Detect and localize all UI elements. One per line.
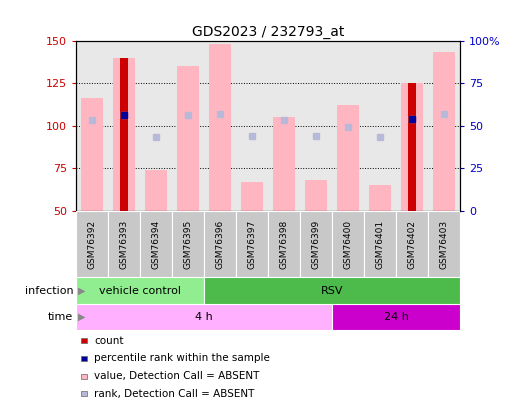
Bar [305,180,327,211]
Bar [76,211,108,277]
Bar [364,211,396,277]
Text: GSM76394: GSM76394 [152,220,161,269]
Text: RSV: RSV [321,286,344,296]
Bar [300,211,332,277]
Bar [401,83,424,211]
Bar [332,304,460,330]
Bar [204,211,236,277]
Bar [396,211,428,277]
Bar [145,170,167,211]
Bar [369,185,391,211]
Bar [112,58,135,211]
Text: vehicle control: vehicle control [99,286,181,296]
Text: GSM76396: GSM76396 [215,220,224,269]
Text: ▶: ▶ [78,312,86,322]
Text: rank, Detection Call = ABSENT: rank, Detection Call = ABSENT [94,389,255,399]
Bar [177,66,199,211]
Text: percentile rank within the sample: percentile rank within the sample [94,354,270,363]
Bar [108,211,140,277]
Bar [236,211,268,277]
Bar [337,105,359,211]
Text: GSM76398: GSM76398 [280,220,289,269]
Text: value, Detection Call = ABSENT: value, Detection Call = ABSENT [94,371,259,381]
Bar [140,211,172,277]
Bar [172,211,204,277]
Bar [273,117,295,211]
Text: ▶: ▶ [78,286,86,296]
Bar [268,211,300,277]
Text: GSM76392: GSM76392 [87,220,96,269]
Text: GSM76402: GSM76402 [408,220,417,269]
Bar [428,211,460,277]
Text: count: count [94,336,123,346]
Bar [209,44,231,211]
Text: GSM76399: GSM76399 [312,220,321,269]
Text: GSM76403: GSM76403 [440,220,449,269]
Text: 24 h: 24 h [384,312,408,322]
Bar [433,52,456,211]
Text: GSM76393: GSM76393 [119,220,128,269]
Text: GSM76395: GSM76395 [184,220,192,269]
Text: time: time [48,312,73,322]
Text: 4 h: 4 h [195,312,213,322]
Bar [81,98,103,211]
Bar [76,304,332,330]
Bar [332,211,364,277]
Text: GSM76397: GSM76397 [247,220,256,269]
Text: GSM76400: GSM76400 [344,220,353,269]
Bar [204,277,460,304]
Bar [76,277,204,304]
Bar [120,58,128,211]
Text: GSM76401: GSM76401 [376,220,384,269]
Text: infection: infection [25,286,73,296]
Bar [408,83,416,211]
Title: GDS2023 / 232793_at: GDS2023 / 232793_at [192,26,344,39]
Bar [241,182,263,211]
